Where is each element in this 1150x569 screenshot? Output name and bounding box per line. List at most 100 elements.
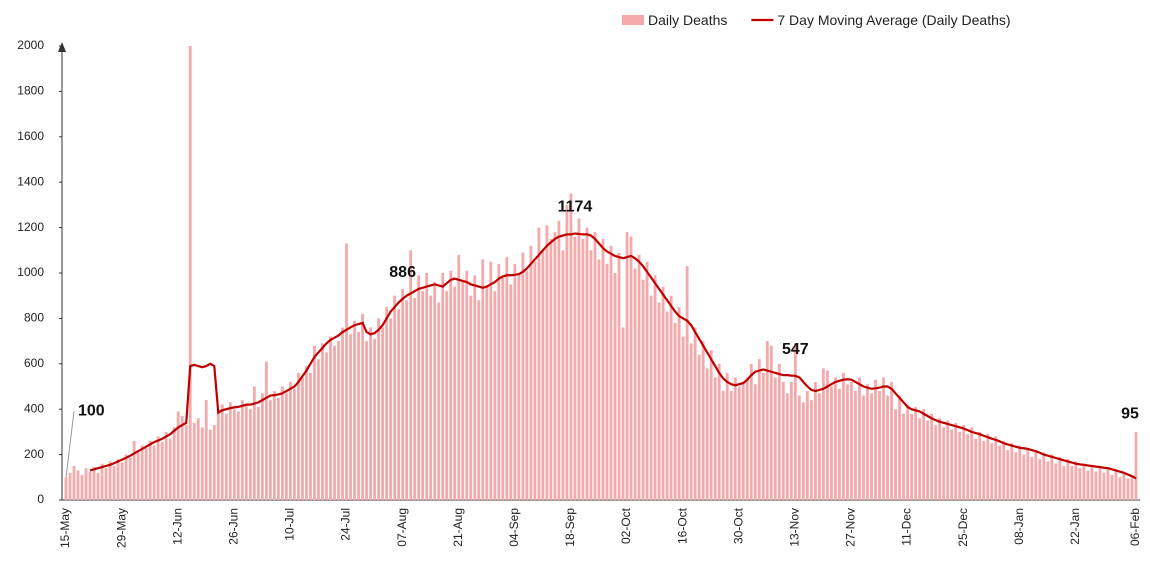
bar <box>621 327 625 500</box>
bar <box>276 397 280 500</box>
bar <box>112 465 116 500</box>
bar <box>713 377 717 500</box>
bar <box>1026 447 1030 500</box>
bar <box>721 391 725 500</box>
bar <box>549 238 553 500</box>
legend-label: 7 Day Moving Average (Daily Deaths) <box>777 12 1010 28</box>
bar <box>749 363 753 500</box>
bar <box>413 297 417 500</box>
bar <box>353 320 356 500</box>
bar <box>184 425 188 500</box>
bar <box>1114 470 1118 500</box>
bar <box>645 261 649 500</box>
bar <box>297 372 300 500</box>
x-tick-label: 27-Nov <box>844 508 858 547</box>
bar <box>477 300 481 500</box>
bar <box>80 475 84 500</box>
bar <box>337 341 340 500</box>
bar <box>902 413 905 500</box>
bar <box>1010 443 1014 500</box>
bar <box>116 459 120 500</box>
bar <box>457 254 461 500</box>
bar <box>573 236 577 500</box>
bar <box>84 468 88 500</box>
bar <box>938 418 942 500</box>
bar <box>890 381 893 500</box>
bar <box>156 436 160 500</box>
bar <box>272 391 276 500</box>
bar <box>104 468 108 500</box>
x-tick-label: 13-Nov <box>788 508 802 547</box>
bar <box>1126 478 1130 500</box>
bar <box>409 250 413 500</box>
bar <box>657 302 661 500</box>
bar <box>1006 450 1010 500</box>
bar <box>1074 461 1078 500</box>
bar <box>986 434 990 500</box>
bar <box>289 381 292 500</box>
bar <box>148 440 152 500</box>
bar <box>769 345 773 500</box>
bar <box>252 386 256 500</box>
bar <box>1078 468 1082 500</box>
bar <box>124 454 128 500</box>
x-tick-label: 06-Feb <box>1128 508 1142 546</box>
bar <box>633 268 637 500</box>
bar <box>393 295 397 500</box>
bar <box>906 404 909 500</box>
bar <box>240 400 244 500</box>
bar <box>597 259 601 500</box>
bar <box>1030 456 1034 500</box>
bar <box>801 402 805 500</box>
bar <box>397 309 401 500</box>
legend: Daily Deaths 7 Day Moving Average (Daily … <box>622 12 1011 28</box>
bar <box>625 232 629 500</box>
bar <box>697 354 701 500</box>
bar <box>862 395 865 500</box>
bar <box>68 472 72 500</box>
bar <box>966 434 970 500</box>
bar <box>842 372 845 500</box>
label-leader <box>65 411 75 478</box>
bar <box>220 404 224 500</box>
bar <box>361 313 364 500</box>
bar <box>577 218 581 500</box>
bar <box>401 288 405 500</box>
bar <box>990 443 994 500</box>
bar <box>1034 450 1038 500</box>
bar <box>813 381 817 500</box>
bar <box>882 377 885 500</box>
bar <box>385 307 389 500</box>
bar <box>473 275 477 500</box>
bar <box>437 302 441 500</box>
bar <box>701 341 705 500</box>
y-tick-label: 1800 <box>17 84 44 98</box>
bar <box>216 409 220 500</box>
bar <box>589 250 593 500</box>
bar <box>705 368 709 500</box>
bar <box>950 429 954 500</box>
bar <box>565 204 569 500</box>
bar <box>789 381 793 500</box>
bar <box>369 327 372 500</box>
bar <box>962 425 966 500</box>
bar <box>481 259 485 500</box>
bar <box>617 252 621 500</box>
y-tick-label: 200 <box>24 447 44 461</box>
bar <box>405 300 409 500</box>
x-tick-label: 02-Oct <box>619 507 633 544</box>
bar <box>1054 463 1058 500</box>
bar <box>493 291 497 500</box>
bar <box>64 477 68 500</box>
bar <box>268 400 272 500</box>
bar <box>1086 470 1090 500</box>
x-tick-label: 24-Jul <box>339 508 353 541</box>
bar <box>545 225 549 500</box>
bar <box>914 406 917 500</box>
bar <box>593 232 597 500</box>
bar <box>601 238 605 500</box>
x-tick-label: 30-Oct <box>731 507 745 544</box>
bar <box>329 336 332 500</box>
bar <box>465 270 469 500</box>
